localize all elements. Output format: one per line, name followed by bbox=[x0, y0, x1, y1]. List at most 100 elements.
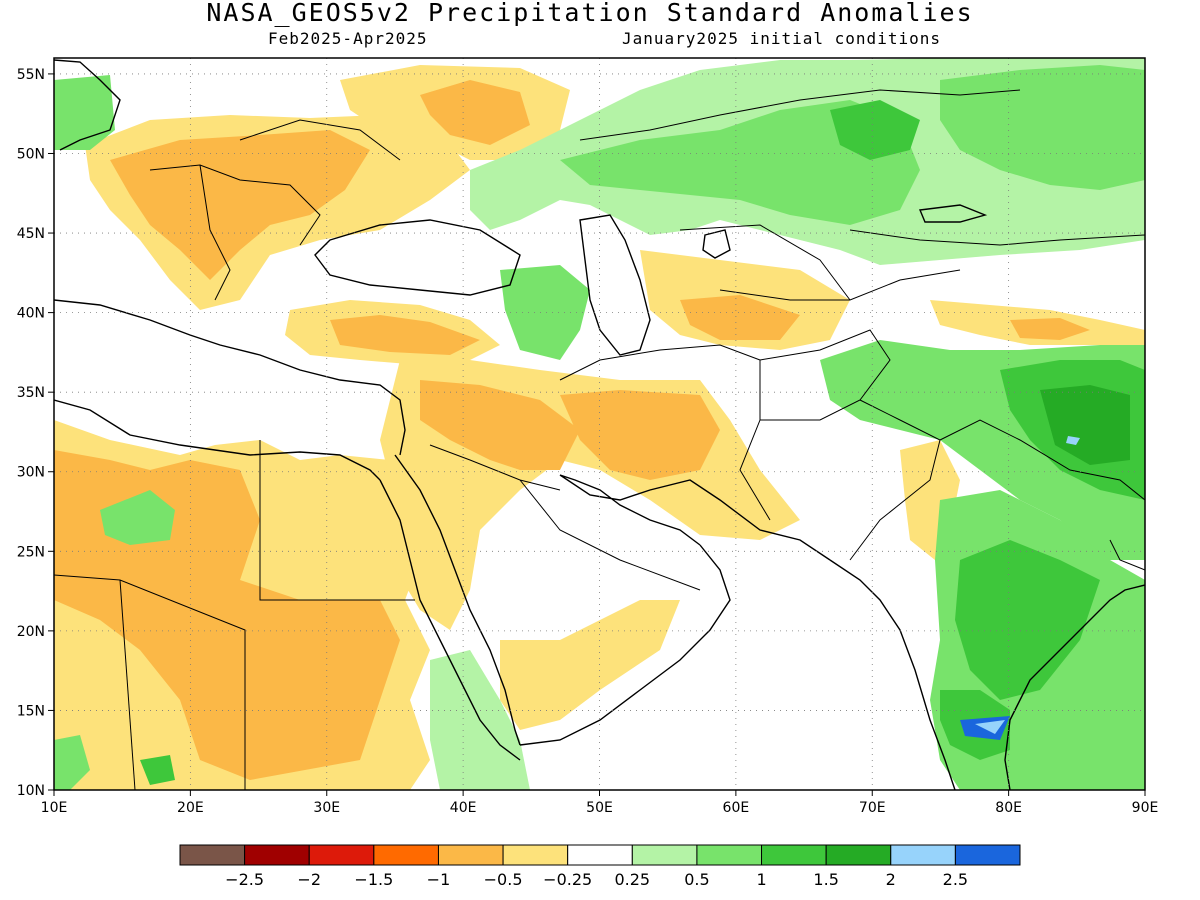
border-afghan bbox=[759, 329, 891, 421]
colorbar-swatch bbox=[373, 844, 439, 866]
colorbar-label: −0.25 bbox=[543, 870, 592, 889]
coastline-north-africa bbox=[54, 399, 381, 481]
colorbar-swatch bbox=[308, 844, 375, 866]
border-europe-2 bbox=[199, 164, 231, 301]
lon-tick-label: 90E bbox=[1132, 800, 1159, 816]
lon-tick-label: 20E bbox=[177, 800, 204, 816]
colorbar-swatch bbox=[567, 844, 633, 866]
border-europe-3 bbox=[239, 119, 401, 161]
colorbar-swatch bbox=[954, 844, 1021, 866]
coastline-arabia-south bbox=[519, 544, 731, 746]
colorbar-label: 0.5 bbox=[684, 870, 709, 889]
wet-region-balkans-west bbox=[54, 75, 115, 150]
colorbar-label: −0.5 bbox=[484, 870, 523, 889]
lat-tick-label: 55N bbox=[17, 67, 45, 83]
colorbar-label: −1 bbox=[427, 870, 451, 889]
wet-region-east-india-core bbox=[955, 540, 1100, 700]
border-arabia-2 bbox=[519, 479, 701, 591]
lat-tick-label: 50N bbox=[17, 146, 45, 162]
axis-ticks: 10E 20E 30E 40E 50E 60E 70E 80E 90E 10N 15N 20N 25N 3… bbox=[17, 67, 1159, 816]
colorbar-label: 2.5 bbox=[943, 870, 968, 889]
border-central-asia-1 bbox=[679, 224, 851, 301]
map-grid bbox=[54, 58, 1145, 790]
dry-region-tarim-core bbox=[1010, 318, 1090, 340]
lat-tick-label: 15N bbox=[17, 703, 45, 719]
wet-region-kazakh-core bbox=[830, 100, 920, 160]
colorbar-swatch bbox=[502, 844, 569, 866]
wet-region-mongolia bbox=[940, 65, 1145, 190]
wet-region-tibet-peak bbox=[1066, 436, 1080, 445]
lat-tick-label: 25N bbox=[17, 544, 45, 560]
coastline-caspian bbox=[579, 214, 651, 356]
lon-tick-label: 30E bbox=[313, 800, 340, 816]
coastline-persian-gulf bbox=[559, 474, 831, 561]
coastline-india-west bbox=[829, 559, 956, 790]
colorbar-swatch bbox=[244, 844, 310, 866]
colorbar-label: −1.5 bbox=[354, 870, 393, 889]
dry-region-iraq bbox=[420, 380, 580, 470]
lon-tick-label: 70E bbox=[859, 800, 886, 816]
coastline-balkhash bbox=[918, 204, 988, 223]
border-europe-1 bbox=[149, 164, 321, 246]
colorbar-label: 0.25 bbox=[614, 870, 650, 889]
border-africa-1 bbox=[54, 574, 246, 790]
coastline-mediterranean-north bbox=[54, 299, 406, 456]
border-russia-kazakh bbox=[579, 89, 1021, 141]
lon-tick-label: 10E bbox=[41, 800, 68, 816]
colorbar-label: 1 bbox=[756, 870, 766, 889]
initial-conditions: January2025 initial conditions bbox=[622, 29, 941, 48]
border-central-asia-2 bbox=[719, 269, 961, 301]
colorbar-swatch bbox=[825, 844, 892, 866]
wet-region-kazakh bbox=[560, 100, 920, 225]
lat-tick-label: 45N bbox=[17, 226, 45, 242]
lat-tick-label: 40N bbox=[17, 306, 45, 322]
wet-region-chad bbox=[100, 490, 175, 545]
colorbar-swatch bbox=[179, 844, 246, 866]
lon-tick-label: 80E bbox=[995, 800, 1022, 816]
wet-anomaly-regions bbox=[54, 58, 1145, 790]
colorbar-label: 2 bbox=[886, 870, 896, 889]
coastline-red-sea-east bbox=[394, 454, 521, 746]
lat-tick-label: 30N bbox=[17, 465, 45, 481]
colorbar: −2.5 −2 −1.5 −1 −0.5 −0.25 0.25 0.5 1 1.5 2 2.5 bbox=[179, 844, 1021, 889]
lon-tick-label: 60E bbox=[723, 800, 750, 816]
border-iran-1 bbox=[559, 344, 771, 521]
dry-region-anatolia-core bbox=[330, 315, 480, 355]
coastline-red-sea-west bbox=[379, 479, 521, 761]
map-title: NASA_GEOS5v2 Precipitation Standard Anom… bbox=[206, 0, 974, 27]
wet-region-sahel-core bbox=[140, 755, 175, 785]
colorbar-swatch bbox=[890, 844, 956, 866]
coastline-europe-north bbox=[54, 59, 121, 151]
colorbar-swatch bbox=[696, 844, 763, 866]
lon-tick-label: 50E bbox=[586, 800, 613, 816]
colorbar-label: 1.5 bbox=[813, 870, 838, 889]
border-africa-3 bbox=[119, 579, 136, 790]
lat-tick-label: 10N bbox=[17, 783, 45, 799]
forecast-period: Feb2025-Apr2025 bbox=[268, 29, 428, 48]
wet-region-south-india-light bbox=[975, 720, 1005, 734]
colorbar-label: −2.5 bbox=[225, 870, 264, 889]
border-india-bangladesh bbox=[1109, 539, 1145, 571]
dry-region-russia-core bbox=[420, 80, 530, 145]
coastline-india-east bbox=[1004, 584, 1145, 790]
wet-region-tibet-core bbox=[1040, 385, 1130, 465]
border-kazakh-south bbox=[849, 229, 1145, 246]
border-china-india bbox=[939, 419, 1145, 501]
border-arabia-1 bbox=[429, 444, 561, 491]
colorbar-swatch bbox=[437, 844, 504, 866]
dry-region-yemen bbox=[500, 600, 680, 730]
colorbar-swatch bbox=[761, 844, 827, 866]
colorbar-swatch bbox=[631, 844, 698, 866]
wet-region-sahel-west bbox=[54, 735, 90, 790]
dry-region-iran bbox=[560, 390, 720, 480]
coastline-black-sea bbox=[314, 219, 521, 296]
country-borders bbox=[54, 89, 1145, 790]
colorbar-label: −2 bbox=[297, 870, 321, 889]
lat-tick-label: 20N bbox=[17, 624, 45, 640]
lat-tick-label: 35N bbox=[17, 385, 45, 401]
wet-region-caucasus bbox=[500, 265, 590, 360]
lon-tick-label: 40E bbox=[450, 800, 477, 816]
dry-region-turkmen bbox=[680, 295, 800, 340]
coastlines bbox=[54, 59, 1145, 790]
